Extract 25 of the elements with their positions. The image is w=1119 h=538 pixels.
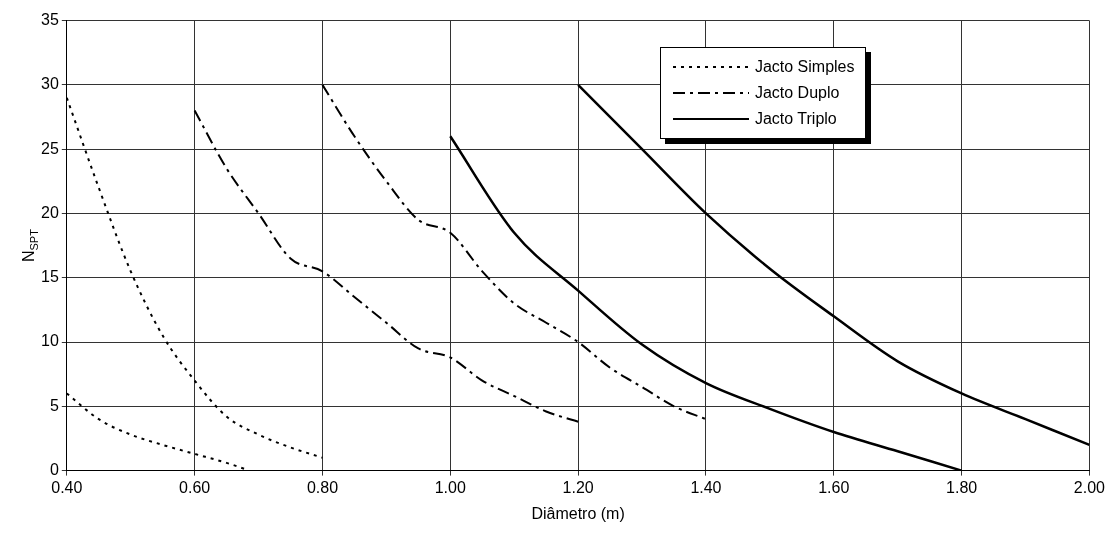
line-series [576, 83, 1090, 447]
x-tick-label: 0.80 [306, 478, 339, 496]
x-tick-label: 1.60 [818, 478, 850, 496]
x-tick-label: 1.40 [690, 478, 722, 496]
y-tick-label: 25 [41, 139, 59, 157]
x-tick-label: 1.00 [434, 478, 466, 496]
y-tick-label: 5 [49, 396, 59, 414]
x-tick-label: 0.40 [51, 478, 83, 496]
x-tick-label: 0.60 [179, 478, 211, 496]
y-tick-label: 35 [41, 11, 59, 29]
x-tick-label: 2.00 [1073, 478, 1106, 496]
y-tick-label: 10 [41, 332, 59, 350]
y-tick-label: 20 [41, 203, 59, 221]
line-series [193, 109, 580, 423]
legend-label: Jacto Simples [754, 57, 855, 76]
line-series [321, 83, 707, 421]
y-tick-label: 15 [41, 268, 59, 286]
x-tick-label: 1.80 [946, 478, 978, 496]
y-tick-label: 30 [41, 75, 59, 93]
legend-label: Jacto Triplo [754, 109, 837, 128]
y-tick-label: 0 [49, 461, 59, 479]
x-tick-label: 1.20 [562, 478, 594, 496]
legend-label: Jacto Duplo [754, 83, 840, 102]
x-axis-title: Diâmetro (m) [531, 504, 625, 522]
y-axis-title: NSPT [20, 228, 41, 263]
